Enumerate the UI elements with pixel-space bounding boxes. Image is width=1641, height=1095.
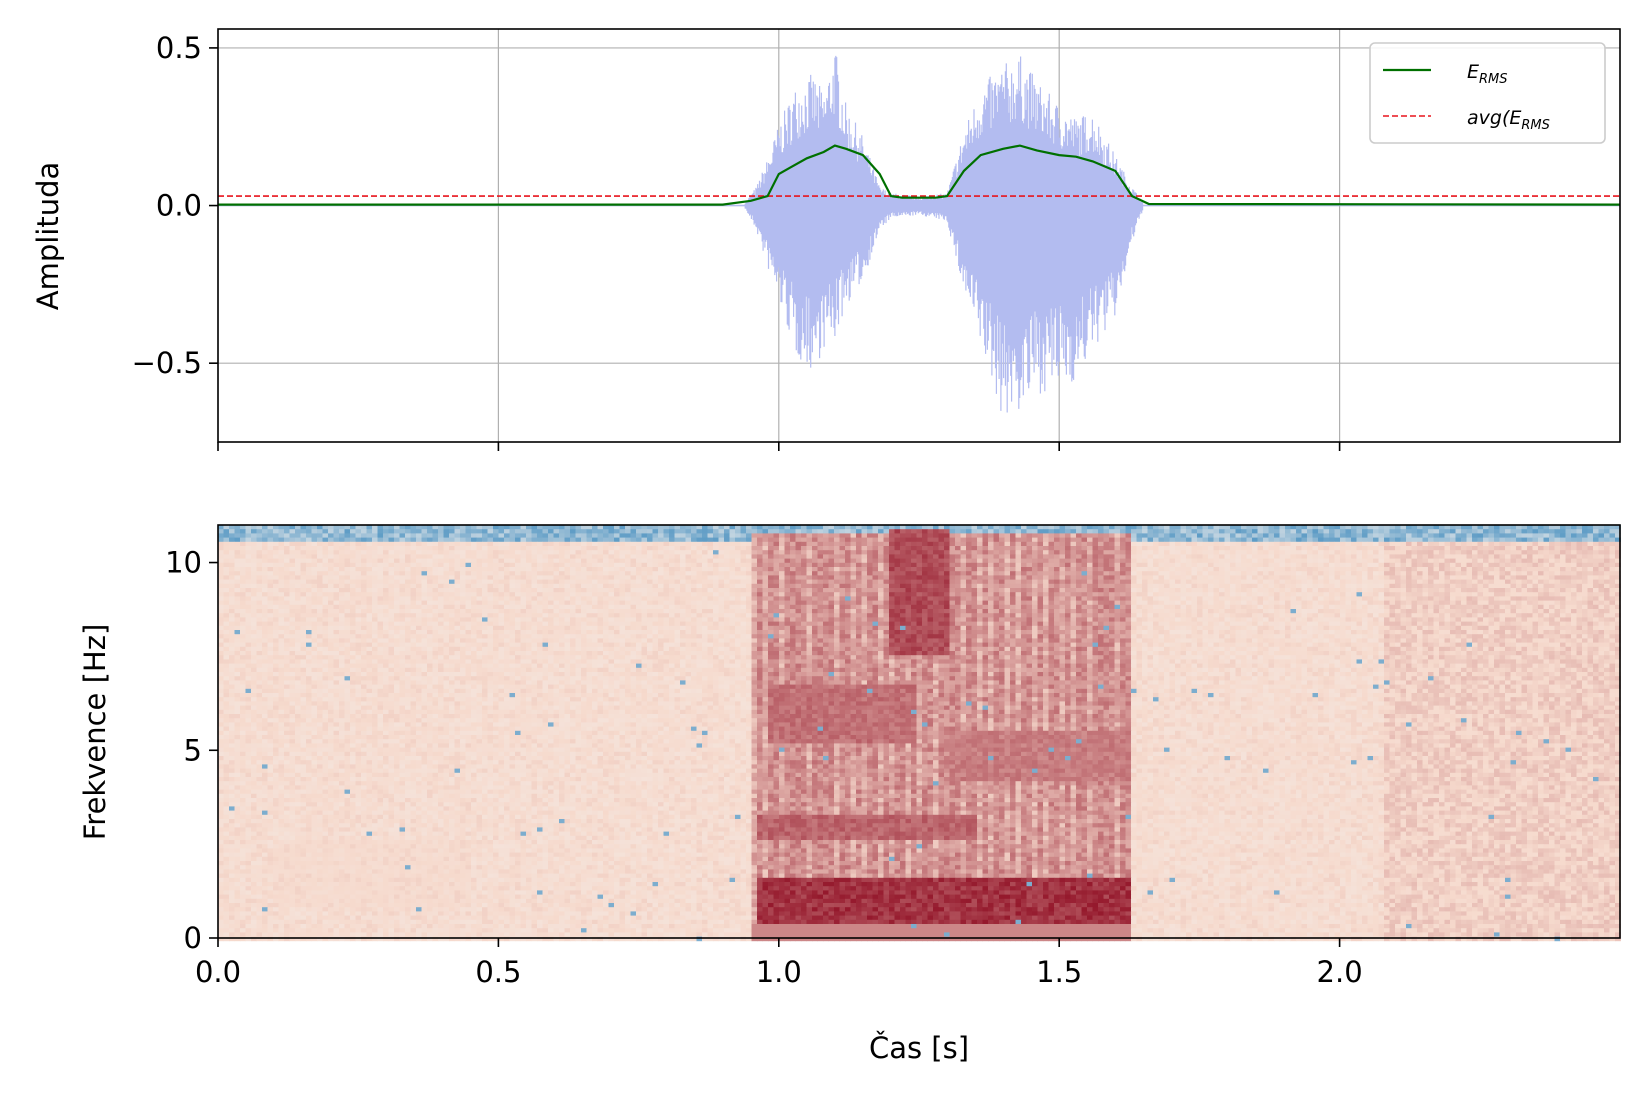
legend-avg-label: avg(ERMS	[1467, 107, 1550, 133]
spectrogram-xtick-label-4: 2.0	[1317, 955, 1363, 989]
spectrogram-ytick-label-0: 10	[165, 546, 202, 580]
legend: ERMS avg(ERMS	[1369, 42, 1606, 144]
spectrogram-ylabel: Frekvence [Hz]	[78, 624, 112, 841]
rms-envelope-line	[218, 144, 1621, 206]
spectrogram-panel: 0.0 0.5 1.0 1.5 2.0 10 5 0 Frekvence [Hz] Čas […	[78, 524, 1621, 1065]
legend-avg-name: E	[1509, 107, 1521, 129]
waveform-panel: 0.50.0−0.5 Amplituda ERMS avg(ERMS	[31, 28, 1621, 451]
spectrogram-xlabel: Čas [s]	[869, 1031, 969, 1065]
legend-rms-sub: RMS	[1479, 72, 1508, 87]
waveform-ytick-label-2: −0.5	[132, 346, 202, 380]
waveform-ytick-label-1: 0.0	[156, 189, 202, 223]
waveform-ticks: 0.5 0.0 −0.5	[132, 31, 1341, 451]
legend-rms-label: ERMS	[1467, 61, 1508, 87]
spectrogram-ticks: 0.0 0.5 1.0 1.5 2.0 10 5 0	[165, 546, 1363, 989]
spectrogram-xtick-label-1: 0.5	[475, 955, 521, 989]
spectrogram-xtick-label-2: 1.0	[756, 955, 802, 989]
legend-rms-name: E	[1467, 61, 1479, 83]
spectrogram-ytick-label-2: 0	[184, 921, 202, 955]
spectrogram-xtick-label-0: 0.0	[195, 955, 241, 989]
legend-avg-prefix: avg(	[1467, 107, 1511, 129]
waveform-ytick-label-0: 0.5	[156, 31, 202, 65]
spectrogram-heatmap	[218, 525, 1621, 942]
spectrogram-frame	[217, 524, 1621, 939]
spectrogram-ytick-label-1: 5	[184, 733, 202, 767]
legend-avg-sub: RMS	[1521, 118, 1550, 133]
legend-box	[1369, 42, 1606, 144]
spectrogram-xtick-label-3: 1.5	[1036, 955, 1082, 989]
waveform-frame	[217, 28, 1621, 443]
waveform-ylabel: Amplituda	[31, 162, 65, 311]
